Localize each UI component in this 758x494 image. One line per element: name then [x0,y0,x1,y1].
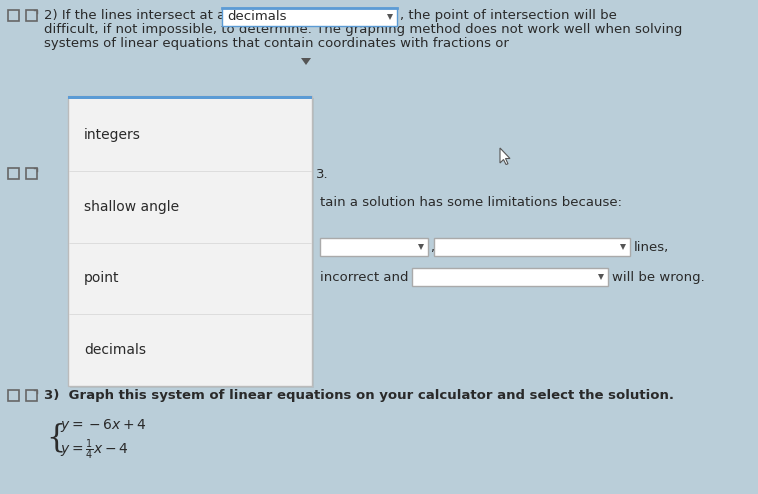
Text: 3.: 3. [316,167,329,180]
Text: 2) If the lines intersect at a: 2) If the lines intersect at a [44,9,225,23]
Text: integers: integers [84,128,141,142]
Polygon shape [598,274,604,280]
Polygon shape [301,58,311,65]
Text: shallow angle: shallow angle [84,200,179,213]
Text: point: point [84,271,120,286]
Bar [26,168,37,179]
Text: decimals: decimals [84,343,146,357]
Bar [8,168,19,179]
Text: decimals: decimals [227,10,287,24]
Text: $y = -6x + 4$: $y = -6x + 4$ [60,416,147,434]
Bar [26,10,37,21]
Text: will be wrong.: will be wrong. [612,271,705,284]
Bar [320,238,428,256]
Bar [8,390,19,401]
Bar [412,268,608,286]
Bar [68,96,312,99]
Polygon shape [500,148,510,165]
Polygon shape [620,244,626,250]
Text: {: { [46,422,65,453]
Polygon shape [418,244,424,250]
Text: $y = \frac{1}{4}x - 4$: $y = \frac{1}{4}x - 4$ [60,438,129,462]
Bar [434,238,630,256]
Text: , the point of intersection will be: , the point of intersection will be [400,9,617,23]
Bar [8,10,19,21]
Text: ,: , [430,241,434,253]
Bar [70,98,314,388]
Text: lines,: lines, [634,241,669,253]
Text: tain a solution has some limitations because:: tain a solution has some limitations bec… [320,196,622,208]
Bar [68,96,312,386]
Text: difficult, if not impossible, to determine. The graphing method does not work we: difficult, if not impossible, to determi… [44,23,682,36]
Text: systems of linear equations that contain coordinates with fractions or: systems of linear equations that contain… [44,37,509,49]
Polygon shape [387,14,393,20]
Bar [222,8,397,26]
Text: incorrect and the: incorrect and the [320,271,435,284]
Text: 3)  Graph this system of linear equations on your calculator and select the solu: 3) Graph this system of linear equations… [44,388,674,402]
Bar [26,390,37,401]
